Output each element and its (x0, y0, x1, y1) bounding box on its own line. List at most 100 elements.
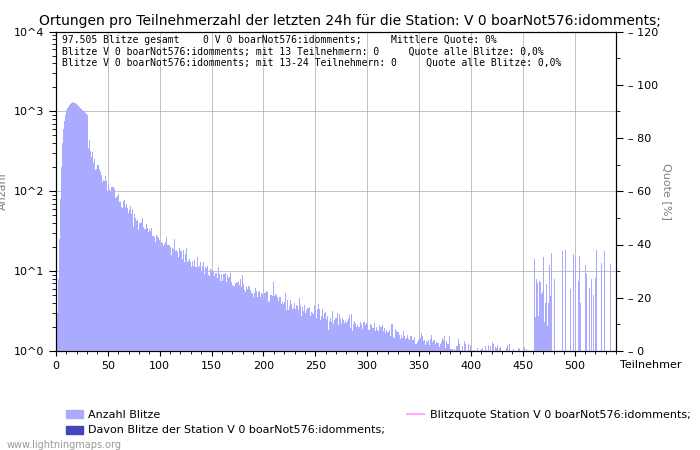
Bar (105, 176, 106, 450)
Bar (197, 267, 199, 450)
Bar (415, 344, 416, 450)
Bar (242, 274, 243, 450)
Bar (139, 223, 141, 450)
Bar (353, 324, 354, 450)
Bar (345, 321, 346, 450)
Bar (497, 345, 498, 450)
Bar (432, 342, 433, 450)
Bar (188, 261, 189, 450)
Bar (312, 313, 313, 450)
Bar (335, 318, 337, 450)
Bar (232, 284, 233, 450)
Bar (375, 331, 376, 450)
Bar (130, 207, 131, 450)
Bar (387, 333, 388, 450)
Bar (344, 323, 345, 450)
Bar (553, 351, 554, 450)
Bar (290, 300, 291, 450)
Bar (304, 306, 305, 450)
Bar (384, 328, 385, 450)
Bar (178, 257, 179, 450)
Bar (575, 257, 576, 450)
Bar (327, 316, 328, 450)
Bar (141, 218, 143, 450)
Bar (270, 295, 271, 450)
Bar (100, 172, 101, 450)
Bar (71, 103, 72, 450)
Bar (244, 290, 245, 450)
Bar (410, 336, 411, 450)
Bar (268, 302, 269, 450)
Bar (186, 248, 187, 450)
Bar (225, 282, 227, 450)
Bar (435, 344, 436, 450)
Bar (503, 351, 505, 450)
Bar (267, 292, 268, 450)
Bar (595, 278, 596, 450)
Bar (259, 291, 260, 450)
Bar (563, 351, 564, 450)
Bar (599, 351, 600, 450)
Bar (181, 251, 182, 450)
Bar (508, 351, 509, 450)
Bar (160, 246, 161, 450)
Bar (412, 340, 413, 450)
Bar (256, 291, 257, 450)
Bar (209, 276, 210, 450)
Bar (528, 351, 529, 450)
Bar (227, 275, 228, 450)
Bar (74, 103, 75, 450)
Y-axis label: Anzahl: Anzahl (0, 172, 8, 210)
Bar (115, 198, 116, 450)
Bar (401, 335, 402, 450)
Bar (67, 108, 68, 450)
Bar (610, 264, 611, 450)
Bar (582, 351, 583, 450)
Bar (297, 306, 298, 450)
Bar (516, 351, 517, 450)
Bar (348, 319, 349, 450)
Bar (132, 208, 133, 450)
Bar (176, 250, 177, 450)
Bar (363, 322, 365, 450)
Bar (421, 336, 423, 450)
Bar (341, 324, 342, 450)
Bar (463, 351, 464, 450)
Bar (320, 320, 321, 450)
Bar (314, 305, 315, 450)
Bar (555, 351, 556, 450)
Bar (287, 300, 288, 450)
Legend: Anzahl Blitze, Davon Blitze der Station V 0 boarNot576:idomments;, Blitzquote St: Anzahl Blitze, Davon Blitze der Station … (62, 405, 694, 440)
Bar (219, 274, 220, 450)
Bar (66, 110, 67, 450)
Bar (518, 348, 519, 450)
Bar (305, 313, 307, 450)
Bar (398, 332, 399, 450)
Bar (601, 263, 602, 450)
Bar (104, 181, 105, 450)
Bar (207, 266, 208, 450)
Bar (119, 202, 120, 450)
Bar (381, 327, 382, 450)
Bar (258, 292, 259, 450)
Bar (113, 189, 115, 450)
Bar (97, 165, 98, 450)
Bar (565, 250, 566, 450)
Bar (65, 115, 66, 450)
Bar (93, 162, 94, 450)
Bar (203, 261, 204, 450)
Bar (597, 351, 598, 450)
Bar (611, 351, 612, 450)
Bar (442, 338, 443, 450)
Bar (526, 349, 527, 450)
Bar (443, 340, 444, 450)
Bar (490, 346, 491, 450)
Bar (245, 292, 246, 450)
Bar (92, 152, 93, 450)
Bar (604, 251, 605, 450)
Bar (340, 320, 341, 450)
Bar (206, 268, 207, 450)
Text: www.lightningmaps.org: www.lightningmaps.org (7, 440, 122, 450)
Bar (229, 277, 230, 450)
Bar (179, 248, 180, 450)
